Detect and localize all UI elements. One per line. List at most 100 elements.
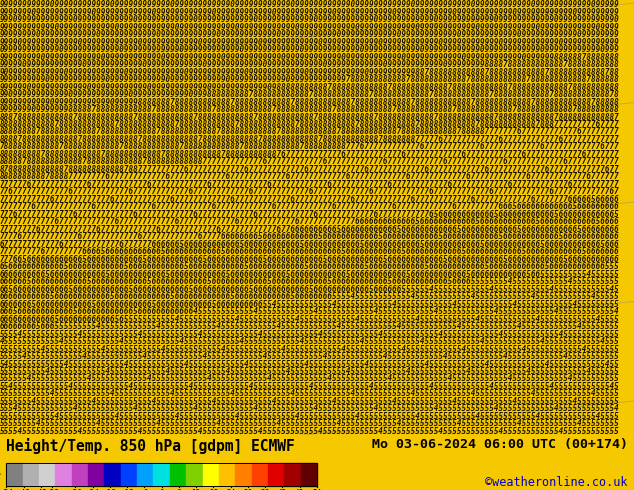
Text: 99999999999099999999999909999999999990999999999999099999999999909999999999990999: 9999999999909999999999990999999999999099…	[0, 0, 620, 9]
Text: 30: 30	[243, 489, 252, 490]
Text: -6: -6	[139, 489, 149, 490]
Text: 66666666666566666666666656666666666665666666666666566666666666656666666655554555: 6666666666656666666666665666666666666566…	[0, 292, 620, 301]
Text: 66566666666666656666666666665666666666666566666666666656666666666665666666666666: 6656666666666665666666666666566666666666…	[0, 285, 620, 294]
Text: 88887888888888888788888888888878888888888887888888888888788888888888878888888888: 8888788888888888878888888888887888888888…	[0, 135, 620, 144]
Polygon shape	[88, 463, 105, 486]
Text: 99999990999999999999099999999999909999999999990999999999999099999999999909999999: 9999999099999999999909999999999990999999…	[0, 8, 620, 17]
Text: Mo 03-06-2024 06:00 UTC (00+174): Mo 03-06-2024 06:00 UTC (00+174)	[372, 438, 628, 451]
Text: -38: -38	[46, 489, 60, 490]
Text: 99999099999999999909999999999990999999999999099999999999909999999999990999999999: 9999909999999999990999999999999099999999…	[0, 60, 620, 69]
Text: 66666666665666666666666566666666666656666666666665666666666666566666666666656666: 6666666666566666666666656666666666665666…	[0, 270, 620, 279]
Text: 55555555555455555555555545555555555554555555555555455555555555545555555555554555: 5555555555545555555555554555555555555455…	[0, 390, 620, 398]
Text: 90999999999999099999999999909999999999990999999999999099999999999909999999999990: 9099999999999909999999999990999999999999…	[0, 68, 620, 76]
Text: 45555555555554555555555555455555555555545555555555554555555555555455555555555545: 4555555555555455555555555545555555555554…	[0, 337, 620, 346]
Text: 55555555455555555555545555555555554555555555555455555555555545555555555554555555: 5555555545555555555554555555555555455555…	[0, 419, 620, 428]
Text: 77766566666666666656666666666665666666666666566666666666656666666666665666666666: 7776656666666666665666666666666566666666…	[0, 255, 620, 264]
Text: 55554555555555555455555555555545555555555554555555555555455555555555545555555555: 5555455555555555545555555555554555555555…	[0, 330, 620, 339]
Text: 66666666566655555555545555555555554555555555555455555555555545555555555554555555: 6666666656665555555554555555555555455555…	[0, 322, 620, 331]
Text: 77777767777777777776777777777777677777777777767777777777776777777777777677777777: 7777776777777777777677777777777767777777…	[0, 180, 620, 189]
Text: 99999999999099999999999909999988888887888888888888788888888888878888888888887888: 9999999999909999999999990999998888888788…	[0, 98, 620, 106]
Polygon shape	[301, 463, 317, 486]
Polygon shape	[170, 463, 186, 486]
Text: 55555555545555555555554555555555555455555555555545555555555554555555555555455555: 5555555554555555555555455555555555545555…	[0, 344, 620, 354]
Text: 54555555555555455555555555545555555555554555555555555455555555555545555555555554: 5455555555555545555555555554555555555555…	[0, 360, 620, 368]
Text: 77777777767777777766665666666666666566666666666656666666666665666666666666566666: 7777777776777777776666566666666666656666…	[0, 247, 620, 256]
Text: 36: 36	[261, 489, 270, 490]
Polygon shape	[72, 463, 88, 486]
Text: 99099999999999909999999999990999999999999099988888888878888888888887888888888888: 9909999999999990999999999999099999999999…	[0, 90, 620, 99]
Text: 55555545555555555554555555555555455555555555545555555555554555555555555455555555: 5555554555555555555455555555555545555555…	[0, 374, 620, 384]
Text: 87888888888888788888888888878877777777776777777777777677777777777767777777777776: 8788888888888878888888888887887777777777…	[0, 165, 620, 174]
Text: 99999999999909999999999990999999999999099999999999909999999999990999999999999099: 9999999999990999999999999099999999999909…	[0, 23, 620, 32]
Text: 42: 42	[278, 489, 287, 490]
Polygon shape	[268, 463, 284, 486]
Text: 77767777777777776777777777777677777777777767777777777776777777777777677777777777: 7776777777777777677777777777767777777777…	[0, 210, 620, 219]
Polygon shape	[284, 463, 301, 486]
Text: ©weatheronline.co.uk: ©weatheronline.co.uk	[485, 476, 628, 489]
Text: 55555555554555555555555455555555555545555555555554555555555555455555555555545555: 5555555555455555555555545555555555554555…	[0, 367, 620, 376]
Text: 77776777777777777677777777777767777777777776777766666666566666666666656666666666: 7777677777777777767777777777776777777777…	[0, 232, 620, 241]
Text: 88888888887888877777777677777777777767777777777776777777777777677777777777767777: 8888888888788887777777767777777777776777…	[0, 172, 620, 181]
Polygon shape	[39, 463, 55, 486]
Text: 77677777777777767777777777776777777777777677777777777767777777777776777777777777: 7767777777777776777777777777677777777777…	[0, 187, 620, 196]
Text: 66666666666656666666666665655555555555455555555555545555555555554555555555555455: 6666666666665666666666666565555555555545…	[0, 315, 620, 323]
Text: 09999999999990999999999999099999999999909999999999990999999999999099999999999909: 0999999999999099999999999909999999999990…	[0, 45, 620, 54]
Text: 12: 12	[191, 489, 201, 490]
Text: 78888888888887888888888888788888888888878888888888887888888888888788888888877767: 7888888888888788888888888878888888888887…	[0, 143, 620, 151]
Text: 0: 0	[159, 489, 164, 490]
Text: -42: -42	[34, 489, 48, 490]
Text: 99999999909999999999990999999999999099999999999909999999999990999999999999099999: 9999999990999999999999099999999999909999…	[0, 52, 620, 62]
Text: 66666665666666666666566666666666656666666666665666666666655455555555555545555555: 6666666566666666666656666666666665666666…	[0, 299, 620, 309]
Text: -30: -30	[68, 489, 82, 490]
Polygon shape	[105, 463, 121, 486]
Text: 99909999999999990999999999999099999999999909999999999990999999999999099999999999: 9990999999999999099999999999909999999999…	[0, 15, 620, 24]
Text: -12: -12	[120, 489, 134, 490]
Text: 48: 48	[295, 489, 304, 490]
Text: -54: -54	[0, 489, 13, 490]
Text: 77777776777777777777677777777777767777777777776777777777777677777777777767777777: 7777777677777777777767777777777776777777…	[0, 202, 620, 211]
Polygon shape	[55, 463, 72, 486]
Text: 55455555555555545555555555554555555555555455555555555545555555555554555555555555: 5545555555555554555555555555455555555555…	[0, 382, 620, 391]
Polygon shape	[6, 463, 23, 486]
Text: 66656666666666665666666666666566666666666645555555555554555555555555455555555555: 6665666666666666566666666666656666666666…	[0, 307, 620, 316]
Polygon shape	[186, 463, 202, 486]
Text: 99999999990999999999999099999999999909999999999990999999999999099999999999978888: 9999999999099999999999909999999999990999…	[0, 75, 620, 84]
Text: 54: 54	[313, 489, 321, 490]
Text: 88888888788888888888878888888888887888888888888788888888888878888888888887888888: 8888888878888888888887888888888888788888…	[0, 127, 620, 137]
Text: 65666666666666566666666666656666666666665666666666666566666666666656666666666665: 6566666666666656666666666665666666666666…	[0, 262, 620, 271]
Text: 99099999999999909999999999990999999999999099999999999909999999999990999999999999: 9909999999999990999999999999099999999999…	[0, 0, 620, 2]
Text: 18: 18	[209, 489, 218, 490]
Text: 55555554555555555555455555555555545555555555554555555555555455555555555545555555: 5555555455555555555545555555555554555555…	[0, 397, 620, 406]
Text: 99990999999999999099999999999909999999999990999999999999099999999999909999999999: 9999099999999999909999999999990999999999…	[0, 38, 620, 47]
Polygon shape	[235, 463, 252, 486]
Text: 24: 24	[226, 489, 235, 490]
Text: -18: -18	[103, 489, 117, 490]
Polygon shape	[252, 463, 268, 486]
Text: 67777777777776777777777777677777766666656666666666665666666666666566666666666656: 6777777777777677777777777767777776666665…	[0, 240, 620, 249]
Text: 88888888888878888888888887888888888888788888888888878888888888887888888888888788: 8888888888887888888888888788888888888878…	[0, 120, 620, 129]
Polygon shape	[153, 463, 170, 486]
Text: 6: 6	[177, 489, 181, 490]
Polygon shape	[202, 463, 219, 486]
Polygon shape	[137, 463, 153, 486]
Text: 55545555555555554555555555555455555555555545555555555554555555555555455555555555: 5554555555555555455555555555545555555555…	[0, 404, 620, 414]
Text: 55555455555555555545555555555554555555555555455555555555545555555555554555555555: 5555545555555555554555555555555455555555…	[0, 352, 620, 361]
Text: -24: -24	[86, 489, 100, 490]
Text: 77777777777767777777777776777777777777677777777777767777777777776777777777777666: 7777777777776777777777777677777777777767…	[0, 217, 620, 226]
Text: Height/Temp. 850 hPa [gdpm] ECMWF: Height/Temp. 850 hPa [gdpm] ECMWF	[6, 438, 295, 454]
Text: 66666656666666666665666666666666566666666666656666666666665666666666666566666666: 6666665666666666666566666666666656666666…	[0, 277, 620, 286]
Polygon shape	[121, 463, 137, 486]
Polygon shape	[23, 463, 39, 486]
Text: 88878888888888887888888888888788888888888878888888888887888888888888788888888888: 8887888888888888788888888888878888888888…	[0, 113, 620, 122]
Text: 55555555555545555555555554555555555555455555555555545555555555554555555555555455: 5555555555554555555555555455555555555545…	[0, 412, 620, 421]
Polygon shape	[219, 463, 235, 486]
Text: 99999909999999999990999999999999099999999999909999999999990988888888888788888888: 9999990999999999999099999999999909999999…	[0, 83, 620, 92]
Text: 77777777677777777777767777777777776777777777777677777777777767766666666665666666: 7777777767777777777776777777777777677777…	[0, 225, 620, 234]
Text: 55554555555555555455555555555545555555555554555555555555455555555555545555555555: 5555455555555555545555555555554555555555…	[0, 427, 620, 436]
Text: 88888888878888888888887888888888888788888888888878888888888876777777777777677777: 8888888887888888888888788888888888878888…	[0, 150, 620, 159]
Text: 77777777777677777777777767777777777776777777777777677777777777767777777777776777: 7777777777767777777777776777777777777677…	[0, 195, 620, 204]
Text: 99999990999999988888788888888888878888888888887888888888888788888888888878888888: 9999999099999998888878888888888887888888…	[0, 105, 620, 114]
Text: 88888788888888888878888888888887888888888888777777777777767777777777776777777777: 8888878888888888887888888888888788888888…	[0, 157, 620, 167]
Text: 99999999099999999999909999999999990999999999999099999999999909999999999990999999: 9999999909999999999990999999999999099999…	[0, 30, 620, 39]
Text: -48: -48	[16, 489, 30, 490]
